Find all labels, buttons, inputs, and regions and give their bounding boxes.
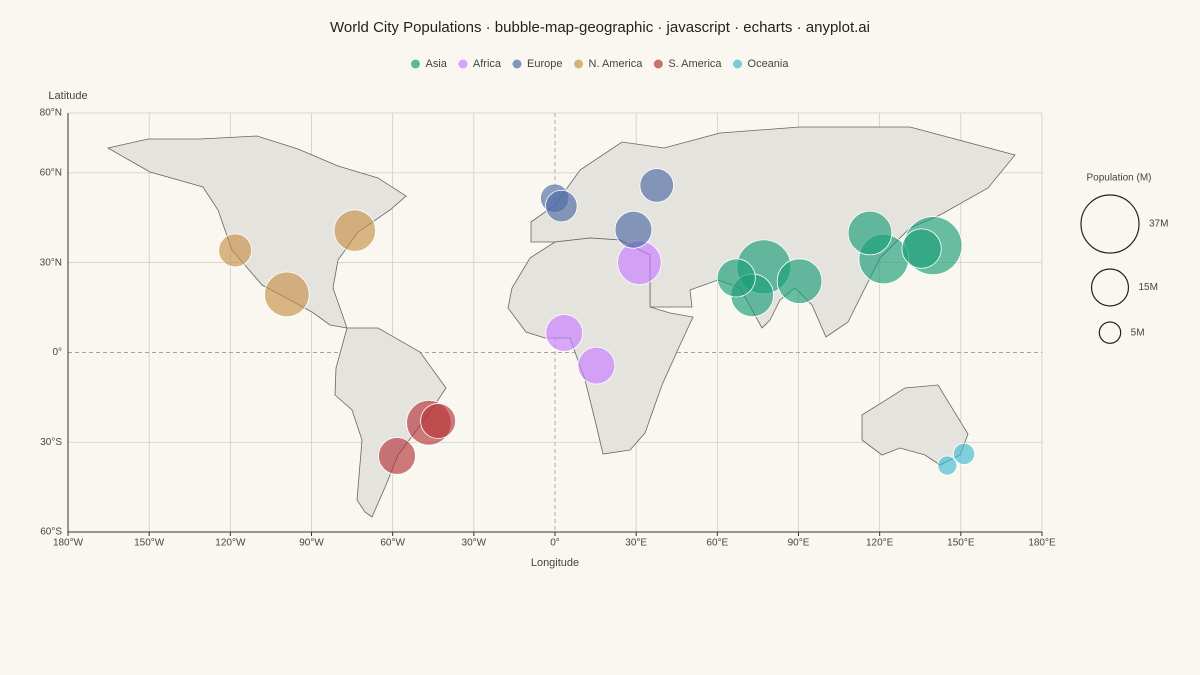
x-tick-label: 180°W [53,538,84,549]
legend-marker [512,59,522,69]
legend-marker [733,59,743,69]
legend-label: Asia [426,58,448,70]
legend-marker [411,59,421,69]
bubble [716,258,756,298]
x-tick-label: 0° [550,538,560,549]
size-legend-circle [1080,194,1140,254]
x-tick-label: 150°W [134,538,165,549]
bubble [901,228,942,269]
bubble [953,442,976,465]
bubble [847,210,893,256]
bubble [333,209,376,252]
y-tick-label: 60°S [40,527,62,538]
legend: Asia Africa Europe N. America S. America Ocea… [411,58,789,70]
x-tick-label: 150°E [947,538,975,549]
y-tick-label: 80°N [40,108,62,119]
legend-label: S. America [668,58,722,70]
legend-marker [574,59,584,69]
legend-label: N. America [589,58,644,70]
size-legend-label: 5M [1131,327,1145,338]
bubble [776,258,823,304]
south-america [334,327,447,518]
x-tick-label: 60°E [706,538,728,549]
x-tick-label: 120°W [215,538,246,549]
size-legend-circle [1098,321,1122,344]
x-tick-label: 120°E [866,538,894,549]
x-tick-label: 180°E [1028,538,1056,549]
y-tick-label: 30°N [40,257,62,268]
legend-label: Africa [473,58,502,70]
y-tick-label: 30°S [40,437,62,448]
size-legend-label: 15M [1138,282,1157,293]
bubble [545,189,578,223]
size-legend-label: 37M [1149,219,1168,230]
x-tick-label: 90°W [299,538,324,549]
bubble [614,210,653,249]
bubble [264,271,310,318]
bubble [639,168,674,203]
bubble [218,233,253,268]
legend-marker [458,59,468,69]
y-tick-label: 0° [52,347,62,358]
y-tick-label: 60°N [40,167,62,178]
legend-marker [653,59,663,69]
bubble [378,437,416,475]
x-axis-label: Longitude [531,557,579,569]
size-legend-circle [1090,268,1130,307]
x-tick-label: 60°W [380,538,405,549]
x-tick-label: 30°W [462,538,487,549]
bubble [420,403,457,439]
x-tick-label: 30°E [625,538,647,549]
north-america [106,135,407,329]
bubble [545,314,584,352]
bubble [577,346,616,385]
y-axis-label: Latitude [48,90,87,102]
legend-label: Europe [527,58,562,70]
chart-title: World City Populations · bubble-map-geog… [330,19,870,36]
size-legend-title: Population (M) [1086,173,1151,184]
bubble [937,455,958,476]
legend-label: Oceania [748,58,790,70]
x-tick-label: 90°E [788,538,810,549]
